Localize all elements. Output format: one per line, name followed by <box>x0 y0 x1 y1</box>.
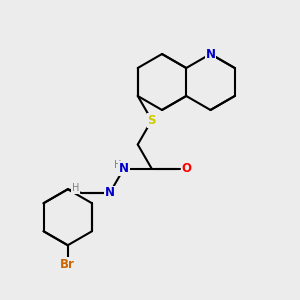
Text: Br: Br <box>60 258 75 271</box>
Text: N: N <box>105 187 115 200</box>
Text: S: S <box>148 114 156 127</box>
Text: N: N <box>119 162 129 175</box>
Text: O: O <box>182 162 192 175</box>
Text: H: H <box>114 160 122 170</box>
Text: H: H <box>72 183 80 193</box>
Text: N: N <box>206 47 215 61</box>
